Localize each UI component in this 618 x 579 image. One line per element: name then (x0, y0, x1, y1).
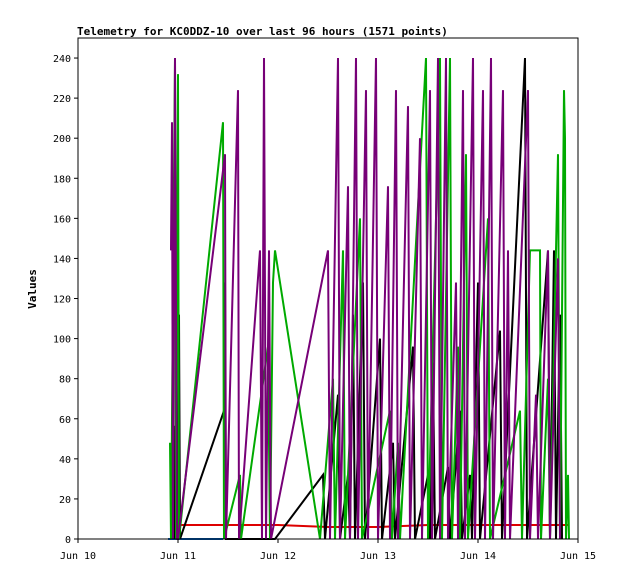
y-tick-label: 120 (53, 295, 71, 306)
y-axis-label: Values (26, 269, 39, 309)
x-tick-label: Jun 10 (60, 551, 96, 562)
series-line-4 (169, 57, 570, 540)
x-tick-label: Jun 15 (560, 551, 596, 562)
y-tick-label: 20 (59, 495, 71, 506)
y-axis: 0 20 40 60 80 100 120 140 160 180 200 220 240 (53, 54, 78, 546)
x-tick-label: Jun 12 (260, 551, 296, 562)
y-tick-label: 60 (59, 415, 71, 426)
y-tick-label: 220 (53, 94, 71, 105)
y-tick-label: 180 (53, 174, 71, 185)
y-tick-label: 240 (53, 54, 71, 65)
plot-area-frame (77, 37, 579, 540)
y-tick-label: 100 (53, 335, 71, 346)
x-tick-label: Jun 11 (160, 551, 196, 562)
y-tick-label: 0 (65, 535, 71, 546)
y-tick-label: 160 (53, 214, 71, 225)
chart-title: Telemetry for KC0DDZ-10 over last 96 hou… (77, 25, 448, 38)
x-axis: Jun 10 Jun 11 Jun 12 Jun 13 Jun 14 Jun 15 (60, 539, 596, 562)
series-line-5 (170, 57, 561, 540)
y-tick-label: 80 (59, 375, 71, 386)
series-layer (168, 57, 570, 540)
x-tick-label: Jun 14 (460, 551, 496, 562)
y-tick-label: 200 (53, 134, 71, 145)
x-tick-label: Jun 13 (360, 551, 396, 562)
y-tick-label: 40 (59, 455, 71, 466)
y-tick-label: 140 (53, 254, 71, 265)
